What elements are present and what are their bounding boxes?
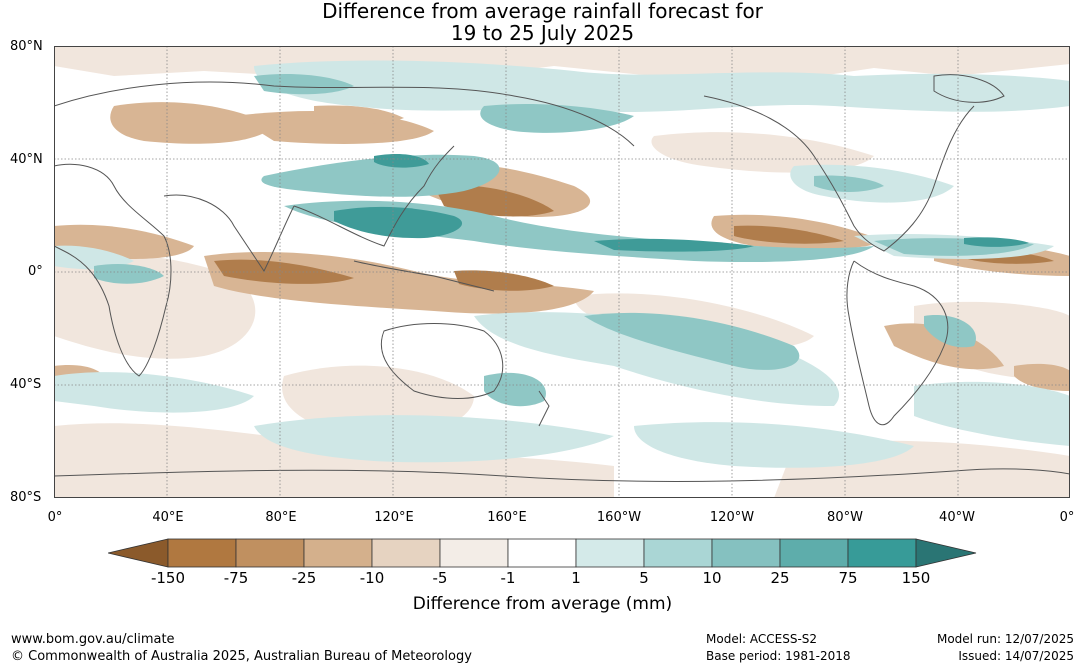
colorbar-tick-label: 150 (901, 569, 931, 587)
lat-label-80n: 80°N (10, 39, 43, 54)
colorbar-tick-label: -10 (359, 569, 385, 587)
colorbar-swatch (847, 538, 917, 568)
colorbar-swatch (167, 538, 237, 568)
map-svg (54, 46, 1070, 498)
colorbar-swatch (643, 538, 713, 568)
lon-label-80e: 80°E (265, 510, 297, 525)
footer-copyright: © Commonwealth of Australia 2025, Austra… (11, 649, 472, 664)
lat-label-40n: 40°N (10, 152, 43, 167)
colorbar-swatch (303, 538, 373, 568)
lon-label-120w: 120°W (709, 510, 755, 525)
map-title-line1: Difference from average rainfall forecas… (322, 0, 763, 23)
map-title-line2: 19 to 25 July 2025 (450, 21, 635, 45)
footer-model-run: Model run: 12/07/2025 (936, 632, 1074, 646)
graticule (54, 46, 1070, 498)
colorbar (107, 538, 978, 568)
colorbar-extend-low (107, 538, 169, 568)
colorbar-tick-label: 5 (639, 569, 649, 587)
map-frame (54, 46, 1070, 498)
lon-label-40w: 40°W (939, 510, 975, 525)
colorbar-swatch (371, 538, 441, 568)
lon-label-40e: 40°E (152, 510, 184, 525)
lon-label-160e: 160°E (487, 510, 527, 525)
colorbar-swatch (779, 538, 849, 568)
coastlines (54, 74, 1070, 482)
anomaly-very-dry (214, 185, 1054, 291)
lon-label-160w: 160°W (596, 510, 642, 525)
colorbar-tick-label: 10 (702, 569, 722, 587)
colorbar-tick-label: 1 (571, 569, 581, 587)
lon-label-80w: 80°W (827, 510, 863, 525)
footer-model: Model: ACCESS-S2 (706, 632, 818, 646)
colorbar-swatch (575, 538, 645, 568)
footer-left: www.bom.gov.au/climate © Commonwealth of… (11, 631, 472, 665)
anomaly-light-wet (54, 60, 1070, 468)
colorbar-tick-label: -1 (500, 569, 516, 587)
lon-label-120e: 120°E (374, 510, 414, 525)
lat-label-40s: 40°S (10, 377, 42, 392)
colorbar-tick-label: -150 (150, 569, 186, 587)
footer-dates: Model run: 12/07/2025 Issued: 14/07/2025 (937, 631, 1074, 665)
colorbar-tick-label: 25 (770, 569, 790, 587)
anomaly-very-wet (334, 153, 1029, 252)
colorbar-tick-label: -5 (432, 569, 448, 587)
footer-url: www.bom.gov.au/climate (11, 632, 175, 647)
footer-base-period: Base period: 1981-2018 (706, 649, 851, 663)
colorbar-swatch (439, 538, 509, 568)
rainfall-anomaly-map (54, 46, 1070, 498)
lat-label-0: 0° (28, 264, 43, 279)
colorbar-tick-label: -75 (223, 569, 249, 587)
colorbar-swatch (711, 538, 781, 568)
colorbar-swatch (507, 538, 577, 568)
lon-label-0: 0° (47, 510, 63, 525)
lon-label-0-end: 0° (1059, 510, 1075, 525)
colorbar-tick-label: 75 (838, 569, 858, 587)
colorbar-swatch (235, 538, 305, 568)
colorbar-title: Difference from average (mm) (412, 594, 673, 614)
lat-label-80s: 80°S (10, 490, 42, 505)
footer-model-info: Model: ACCESS-S2 Base period: 1981-2018 (706, 631, 851, 665)
colorbar-svg (107, 538, 977, 568)
footer-issued: Issued: 14/07/2025 (958, 649, 1074, 663)
colorbar-extend-high (915, 538, 977, 568)
colorbar-tick-label: -25 (291, 569, 317, 587)
